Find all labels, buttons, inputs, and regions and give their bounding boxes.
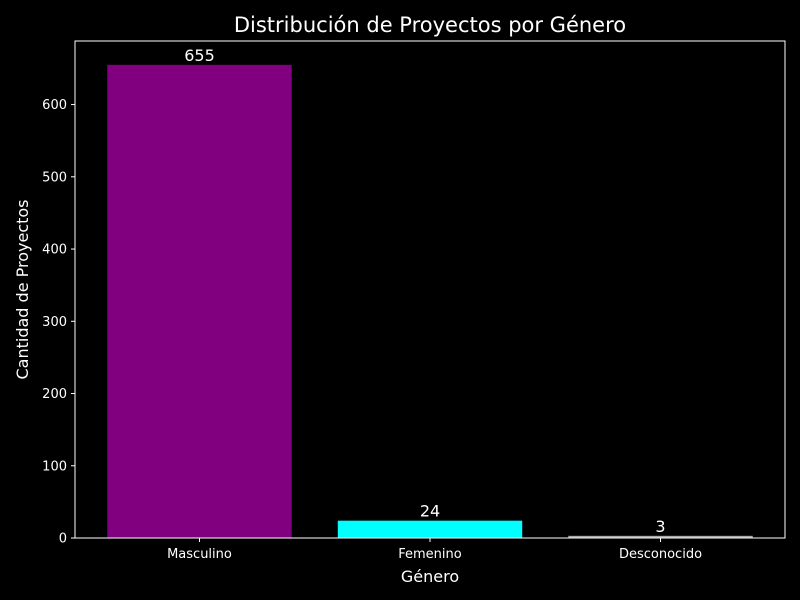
plot-area: 0 100 200 300 400 500 600 Masculino 655 Femenino 2…: [42, 46, 753, 562]
y-tick-label: 600: [42, 98, 67, 113]
y-tick-label: 400: [42, 243, 67, 258]
bar-desconocido: [568, 535, 753, 538]
data-label: 3: [655, 517, 665, 536]
x-tick-label: Desconocido: [619, 547, 702, 562]
chart-title: Distribución de Proyectos por Género: [234, 13, 626, 37]
y-tick-label: 200: [42, 387, 67, 402]
data-label: 24: [420, 502, 440, 521]
x-axis-label: Género: [401, 567, 459, 586]
x-tick-label: Femenino: [398, 547, 462, 562]
plot-frame: [74, 40, 786, 539]
y-tick-label: 100: [42, 459, 67, 474]
y-axis-label: Cantidad de Proyectos: [13, 199, 32, 379]
y-tick-label: 0: [59, 532, 67, 547]
y-tick-label: 300: [42, 315, 67, 330]
bar-masculino: [107, 64, 292, 539]
y-tick-label: 500: [42, 170, 67, 185]
bar-femenino: [337, 520, 523, 538]
data-label: 655: [184, 46, 215, 65]
x-tick-label: Masculino: [167, 547, 232, 562]
